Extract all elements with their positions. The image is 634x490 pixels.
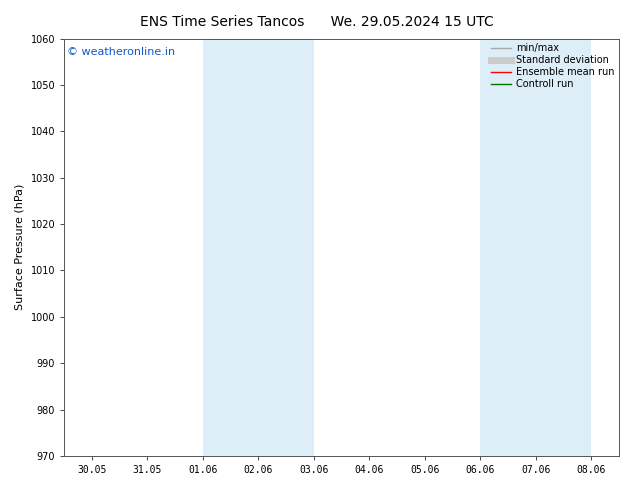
- Text: © weatheronline.in: © weatheronline.in: [67, 47, 175, 57]
- Text: ENS Time Series Tancos      We. 29.05.2024 15 UTC: ENS Time Series Tancos We. 29.05.2024 15…: [140, 15, 494, 29]
- Bar: [259, 39, 314, 456]
- Bar: [481, 39, 536, 456]
- Bar: [203, 39, 259, 456]
- Y-axis label: Surface Pressure (hPa): Surface Pressure (hPa): [15, 184, 25, 311]
- Legend: min/max, Standard deviation, Ensemble mean run, Controll run: min/max, Standard deviation, Ensemble me…: [491, 44, 614, 89]
- Bar: [536, 39, 592, 456]
